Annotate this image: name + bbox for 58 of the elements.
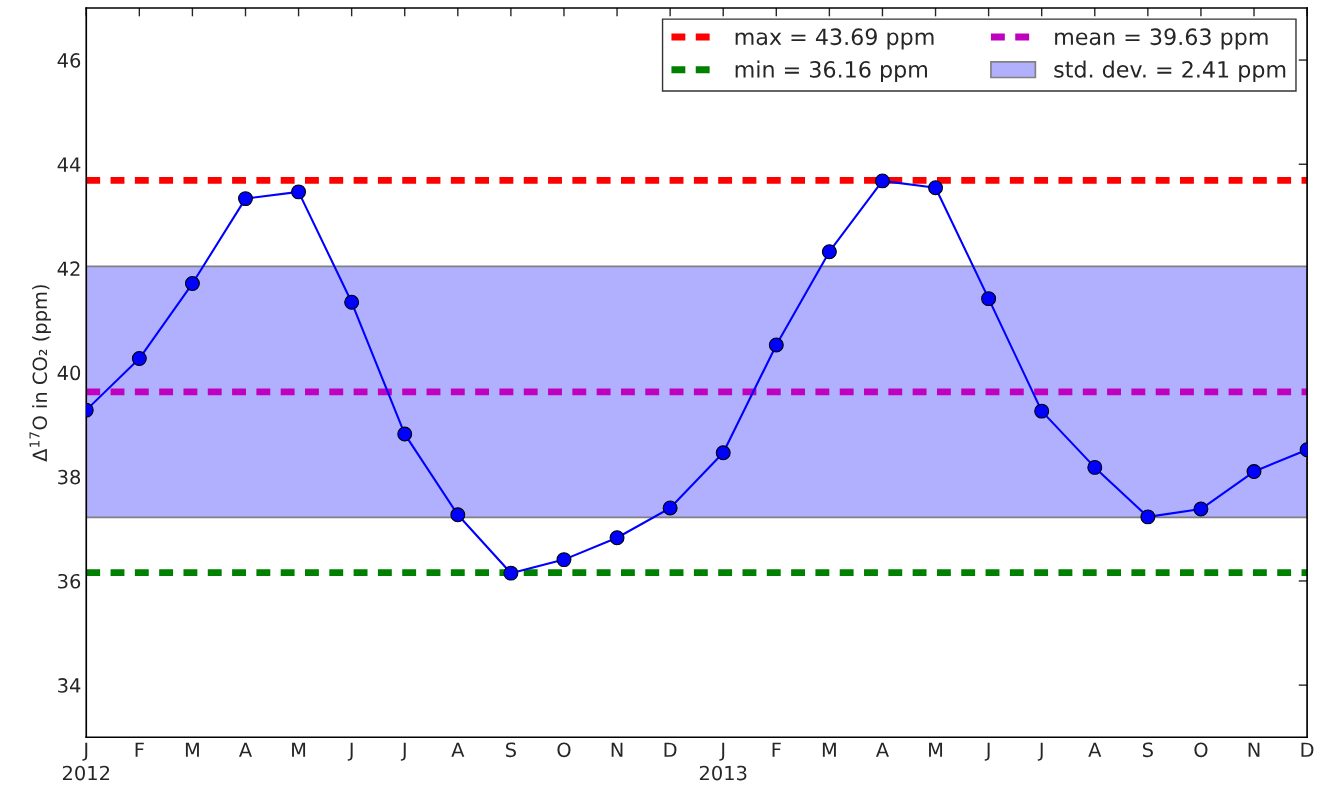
x-tick-label: M xyxy=(292,742,306,757)
x-tick-label: A xyxy=(875,742,889,757)
point xyxy=(1087,459,1103,475)
x-tick-label: D xyxy=(664,742,677,757)
point xyxy=(1140,509,1156,525)
legend-label: std. dev. = 2.41 ppm xyxy=(1054,60,1286,83)
x-tick-label: J xyxy=(984,742,990,761)
point xyxy=(1193,501,1209,517)
y-tick-label: 34 xyxy=(58,678,81,693)
y-tick-label: 42 xyxy=(57,261,80,276)
point xyxy=(556,552,572,568)
point xyxy=(1034,403,1050,419)
point xyxy=(184,276,200,291)
point xyxy=(1246,464,1262,480)
x-tick-label: O xyxy=(557,742,571,758)
y-tick-label: 38 xyxy=(58,469,81,485)
point xyxy=(662,500,678,516)
x-tick-label: F xyxy=(772,742,781,757)
x-tick-label: O xyxy=(1194,742,1208,758)
point xyxy=(874,173,890,189)
x-tick-label: F xyxy=(135,742,144,757)
point xyxy=(131,351,147,366)
point xyxy=(609,530,625,546)
x-tick-label: A xyxy=(451,742,465,757)
point xyxy=(715,445,731,461)
x-tick-label: J 2012 xyxy=(62,742,110,781)
legend-label: max = 43.69 ppm xyxy=(735,28,934,50)
legend-label: min = 36.16 ppm xyxy=(735,60,927,83)
legend-label: mean = 39.63 ppm xyxy=(1055,28,1268,50)
x-tick-label: J 2013 xyxy=(699,742,747,781)
x-tick-label: J xyxy=(347,742,353,761)
x-tick-label: N xyxy=(1248,742,1260,757)
x-tick-label: A xyxy=(239,742,252,757)
x-tick-label: J xyxy=(1037,742,1043,761)
x-tick-label: J xyxy=(400,742,406,761)
y-tick-label: 44 xyxy=(57,157,81,172)
point xyxy=(503,565,519,581)
x-tick-label: S xyxy=(1142,742,1153,758)
x-tick-label: M xyxy=(185,742,199,757)
point xyxy=(768,337,784,353)
point xyxy=(821,244,837,260)
x-tick-label: D xyxy=(1301,742,1314,757)
x-tick-label: M xyxy=(929,742,943,757)
y-tick-label: 40 xyxy=(57,365,81,381)
x-tick-label: N xyxy=(611,742,623,757)
point xyxy=(981,291,997,307)
x-tick-label: S xyxy=(506,742,516,758)
y-tick-label: 36 xyxy=(58,573,81,589)
point xyxy=(450,507,466,523)
x-tick-label: M xyxy=(822,742,836,757)
point xyxy=(291,184,307,200)
point xyxy=(238,191,253,207)
point xyxy=(344,294,360,310)
x-tick-label: A xyxy=(1088,742,1102,757)
point xyxy=(928,180,943,196)
point xyxy=(397,426,413,442)
y-tick-label: 46 xyxy=(57,53,81,68)
y-axis-title: Δ$^{17}$O in CO₂ (ppm) xyxy=(29,285,51,462)
